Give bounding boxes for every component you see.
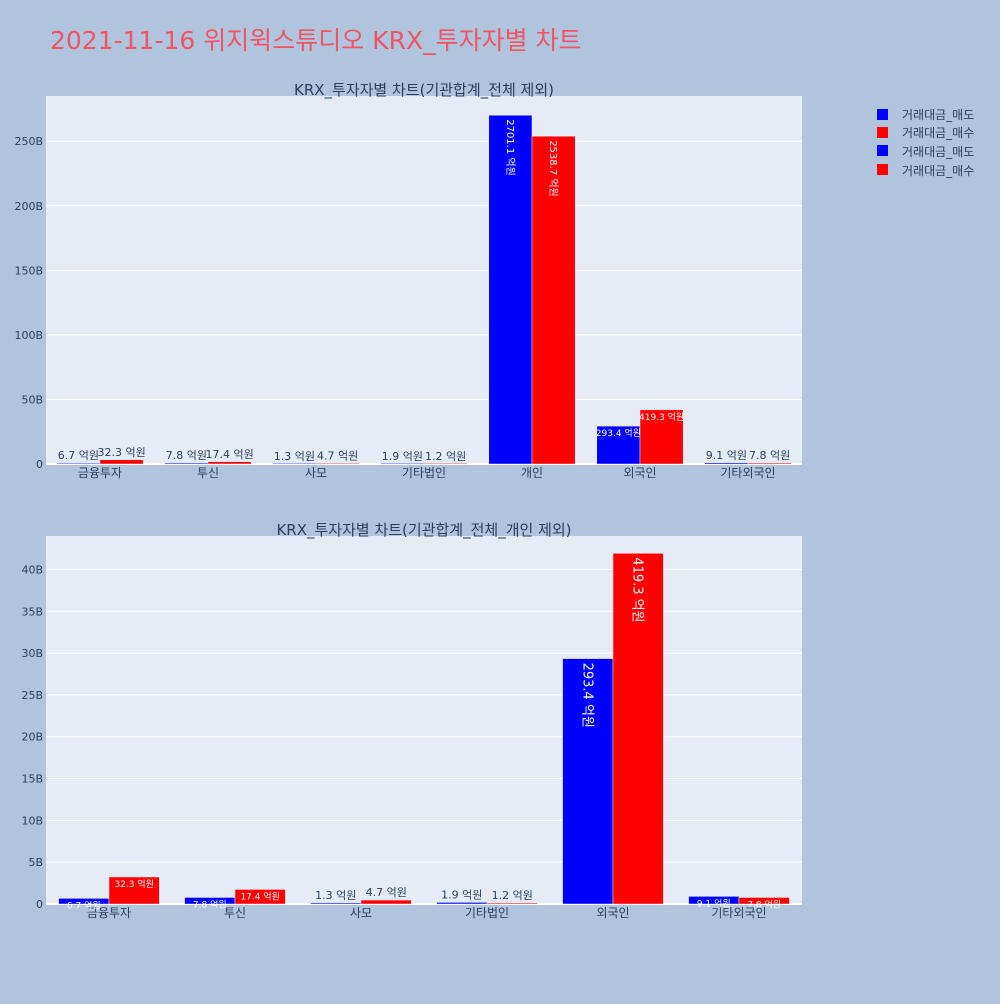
bar bbox=[315, 462, 360, 465]
data-label: 32.3 억원 bbox=[114, 878, 153, 890]
y-tick-label: 150B bbox=[14, 264, 43, 277]
y-tick-label: 250B bbox=[14, 135, 43, 148]
data-label: 419.3 억원 bbox=[639, 411, 684, 423]
y-tick-label: 50B bbox=[21, 393, 43, 406]
data-label: 293.4 억원 bbox=[596, 427, 641, 439]
x-tick-label: 기타외국인 bbox=[711, 906, 766, 920]
bar bbox=[562, 658, 614, 905]
x-tick-label: 외국인 bbox=[623, 466, 656, 480]
bar bbox=[436, 902, 488, 905]
data-label: 1.3 억원 bbox=[315, 889, 356, 902]
x-tick-label: 외국인 bbox=[596, 906, 629, 920]
x-tick-label: 기타법인 bbox=[465, 906, 509, 920]
data-label: 6.7 억원 bbox=[58, 449, 99, 462]
legend: 거래대금_매도 거래대금_매수 거래대금_매도 거래대금_매수 bbox=[877, 108, 974, 178]
plot-area bbox=[46, 96, 802, 464]
data-label: 7.8 억원 bbox=[166, 449, 207, 462]
bar bbox=[738, 897, 790, 905]
data-label: 7.8 억원 bbox=[747, 898, 781, 910]
bar bbox=[423, 462, 468, 465]
bar bbox=[612, 553, 664, 905]
y-tick-label: 5B bbox=[28, 856, 43, 869]
legend-label-2[interactable]: 거래대금_매도 bbox=[902, 145, 974, 159]
x-tick-label: 금융투자 bbox=[78, 466, 122, 480]
legend-swatch-0[interactable] bbox=[877, 109, 888, 120]
x-tick-label: 투신 bbox=[197, 466, 219, 480]
data-label: 32.3 억원 bbox=[97, 446, 145, 459]
x-tick-label: 기타법인 bbox=[402, 466, 446, 480]
y-tick-label: 40B bbox=[21, 563, 43, 576]
bar bbox=[380, 462, 425, 465]
y-tick-label: 200B bbox=[14, 200, 43, 213]
y-tick-label: 15B bbox=[21, 773, 43, 786]
chart-title: KRX_투자자별 차트(기관합계_전체_개인 제외) bbox=[276, 521, 571, 540]
data-label: 1.2 억원 bbox=[492, 889, 533, 902]
chart-bottom: 0 5B 10B 15B 20B 25B 30B 35B 40B KRX_투자자별 차트(기관합계… bbox=[21, 521, 802, 920]
chart-top: 0 50B 100B 150B 200B 250B KRX_투자자별 차트(기관합계_전체 … bbox=[14, 81, 802, 480]
x-tick-label: 기타외국인 bbox=[720, 466, 775, 480]
data-label: 1.3 억원 bbox=[274, 450, 315, 463]
bar bbox=[747, 462, 792, 465]
data-label: 2701.1 억원 bbox=[504, 119, 516, 176]
legend-swatch-1[interactable] bbox=[877, 127, 888, 138]
bar bbox=[360, 899, 412, 905]
data-label: 17.4 억원 bbox=[205, 448, 253, 461]
y-tick-label: 0 bbox=[36, 458, 43, 471]
legend-swatch-3[interactable] bbox=[877, 164, 888, 175]
data-label: 17.4 억원 bbox=[240, 890, 279, 902]
bar bbox=[56, 462, 101, 465]
legend-label-0[interactable]: 거래대금_매도 bbox=[902, 108, 974, 122]
legend-swatch-2[interactable] bbox=[877, 145, 888, 156]
bar bbox=[234, 889, 286, 905]
page-title: 2021-11-16 위지윅스튜디오 KRX_투자자별 차트 bbox=[50, 26, 582, 55]
data-label: 9.1 억원 bbox=[697, 897, 731, 909]
x-tick-label: 투신 bbox=[224, 906, 246, 920]
x-tick-label: 개인 bbox=[521, 466, 543, 480]
y-tick-label: 30B bbox=[21, 647, 43, 660]
data-label: 2538.7 억원 bbox=[547, 140, 559, 197]
bar bbox=[108, 876, 160, 905]
legend-label-3[interactable]: 거래대금_매수 bbox=[902, 164, 974, 178]
data-label: 4.7 억원 bbox=[317, 449, 358, 462]
x-tick-label: 금융투자 bbox=[87, 906, 131, 920]
bar bbox=[639, 409, 684, 465]
data-label: 1.9 억원 bbox=[382, 450, 423, 463]
y-tick-label: 35B bbox=[21, 605, 43, 618]
y-tick-label: 10B bbox=[21, 814, 43, 827]
bar bbox=[207, 461, 252, 465]
data-label: 419.3 억원 bbox=[630, 557, 645, 622]
x-tick-label: 사모 bbox=[305, 466, 327, 480]
bar bbox=[486, 902, 538, 905]
plot-area bbox=[46, 536, 802, 904]
bar bbox=[164, 462, 209, 465]
bar bbox=[531, 135, 576, 465]
bar bbox=[272, 462, 317, 465]
data-label: 7.8 억원 bbox=[749, 449, 790, 462]
bar bbox=[704, 462, 749, 465]
x-tick-label: 사모 bbox=[350, 906, 372, 920]
data-label: 1.9 억원 bbox=[441, 888, 482, 901]
y-tick-label: 0 bbox=[36, 898, 43, 911]
y-tick-label: 100B bbox=[14, 329, 43, 342]
data-label: 293.4 억원 bbox=[579, 663, 594, 728]
y-tick-label: 25B bbox=[21, 689, 43, 702]
data-label: 6.7 억원 bbox=[67, 899, 101, 911]
data-label: 7.8 억원 bbox=[193, 898, 227, 910]
data-label: 9.1 억원 bbox=[706, 449, 747, 462]
chart-title: KRX_투자자별 차트(기관합계_전체 제외) bbox=[294, 81, 554, 100]
bar bbox=[310, 902, 362, 905]
legend-label-1[interactable]: 거래대금_매수 bbox=[902, 126, 974, 140]
data-label: 1.2 억원 bbox=[425, 450, 466, 463]
bar bbox=[488, 114, 533, 465]
data-label: 4.7 억원 bbox=[366, 886, 407, 899]
y-tick-label: 20B bbox=[21, 731, 43, 744]
bar bbox=[99, 459, 144, 465]
